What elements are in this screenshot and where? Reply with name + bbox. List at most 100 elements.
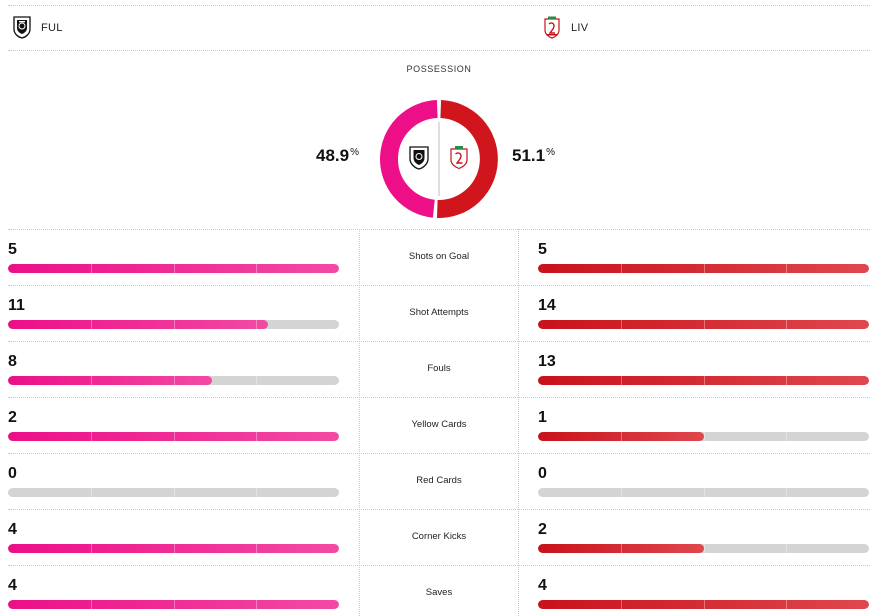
- away-stat-bar: [538, 432, 869, 441]
- bar-segment-tick: [90, 432, 92, 441]
- stat-row: 4 Saves 4: [8, 565, 870, 616]
- bar-segment-tick: [620, 320, 622, 329]
- home-stat-bar: [8, 544, 339, 553]
- bar-segment-tick: [256, 264, 258, 273]
- fulham-crest-icon: [409, 146, 429, 170]
- bar-segment-tick: [703, 488, 705, 497]
- home-stat-value: 2: [8, 409, 17, 426]
- away-stat-bar: [538, 600, 869, 609]
- home-team-header[interactable]: FUL: [12, 16, 63, 39]
- bar-segment-tick: [173, 320, 175, 329]
- away-stat-value: 2: [538, 521, 547, 538]
- possession-donut: [380, 100, 498, 218]
- stat-row: 0 Red Cards 0: [8, 453, 870, 509]
- bar-segment-tick: [786, 600, 788, 609]
- bar-segment-tick: [173, 376, 175, 385]
- bar-segment-tick: [620, 544, 622, 553]
- bar-segment-tick: [703, 432, 705, 441]
- bar-segment-tick: [256, 376, 258, 385]
- bar-segment-tick: [703, 376, 705, 385]
- bar-segment-tick: [703, 320, 705, 329]
- stat-row: 2 Yellow Cards 1: [8, 397, 870, 453]
- stat-row: 5 Shots on Goal 5: [8, 229, 870, 285]
- top-divider: [8, 5, 870, 6]
- bar-segment-tick: [173, 264, 175, 273]
- bar-segment-tick: [173, 488, 175, 497]
- bar-segment-tick: [786, 264, 788, 273]
- away-percent-sign: %: [546, 147, 555, 158]
- bar-segment-tick: [620, 432, 622, 441]
- liverpool-crest-icon: [450, 146, 468, 170]
- home-stat-bar: [8, 320, 339, 329]
- stat-label: Red Cards: [416, 475, 462, 486]
- bar-segment-tick: [620, 488, 622, 497]
- home-stat-bar: [8, 376, 339, 385]
- bar-segment-tick: [90, 488, 92, 497]
- stat-row: 11 Shot Attempts 14: [8, 285, 870, 341]
- stat-label: Corner Kicks: [411, 531, 467, 542]
- away-stat-value: 4: [538, 577, 547, 594]
- away-stat-bar-fill: [538, 600, 869, 609]
- home-stat-value: 5: [8, 241, 17, 258]
- possession-label: POSSESSION: [406, 64, 472, 74]
- away-possession-value: 51.1%: [512, 146, 555, 166]
- bar-segment-tick: [786, 376, 788, 385]
- away-stat-bar: [538, 264, 869, 273]
- bar-segment-tick: [256, 488, 258, 497]
- home-stat-bar: [8, 600, 339, 609]
- right-column-divider: [518, 229, 519, 616]
- away-stat-bar: [538, 320, 869, 329]
- away-possession-number: 51.1: [512, 146, 546, 165]
- home-stat-bar-fill: [8, 600, 339, 609]
- away-stat-bar-fill: [538, 544, 704, 553]
- bar-segment-tick: [786, 432, 788, 441]
- bar-segment-tick: [90, 544, 92, 553]
- bar-segment-tick: [173, 544, 175, 553]
- home-stat-value: 0: [8, 465, 17, 482]
- bar-segment-tick: [703, 544, 705, 553]
- bar-segment-tick: [173, 600, 175, 609]
- away-stat-bar: [538, 544, 869, 553]
- home-possession-number: 48.9: [316, 146, 350, 165]
- home-stat-bar: [8, 264, 339, 273]
- home-percent-sign: %: [350, 147, 359, 158]
- home-stat-bar: [8, 432, 339, 441]
- bar-segment-tick: [173, 432, 175, 441]
- liverpool-crest-icon: [544, 16, 560, 39]
- bar-segment-tick: [703, 600, 705, 609]
- bar-segment-tick: [256, 320, 258, 329]
- away-stat-bar: [538, 488, 869, 497]
- bar-segment-tick: [256, 432, 258, 441]
- away-team-abbr: LIV: [571, 21, 589, 34]
- away-stat-value: 13: [538, 353, 556, 370]
- bar-segment-tick: [786, 488, 788, 497]
- left-column-divider: [359, 229, 360, 616]
- away-stat-value: 1: [538, 409, 547, 426]
- home-possession-arc: [380, 100, 438, 218]
- bar-segment-tick: [620, 376, 622, 385]
- away-stat-bar-fill: [538, 320, 869, 329]
- away-possession-arc: [437, 100, 498, 218]
- home-stat-value: 8: [8, 353, 17, 370]
- away-stat-bar: [538, 376, 869, 385]
- stat-label: Saves: [425, 587, 453, 598]
- away-stat-bar-fill: [538, 432, 704, 441]
- bar-segment-tick: [786, 544, 788, 553]
- fulham-crest-icon: [13, 16, 31, 39]
- bar-segment-tick: [620, 264, 622, 273]
- home-stat-value: 4: [8, 577, 17, 594]
- bar-segment-tick: [786, 320, 788, 329]
- away-stat-value: 0: [538, 465, 547, 482]
- home-stat-value: 4: [8, 521, 17, 538]
- bar-segment-tick: [256, 600, 258, 609]
- away-stat-bar-fill: [538, 376, 869, 385]
- bar-segment-tick: [90, 376, 92, 385]
- bar-segment-tick: [90, 320, 92, 329]
- away-stat-value: 5: [538, 241, 547, 258]
- stat-label: Yellow Cards: [411, 419, 467, 430]
- away-team-header[interactable]: LIV: [542, 16, 588, 39]
- home-stat-bar-fill: [8, 544, 339, 553]
- home-stat-bar-fill: [8, 320, 269, 329]
- bar-segment-tick: [90, 264, 92, 273]
- home-stat-bar-fill: [8, 264, 339, 273]
